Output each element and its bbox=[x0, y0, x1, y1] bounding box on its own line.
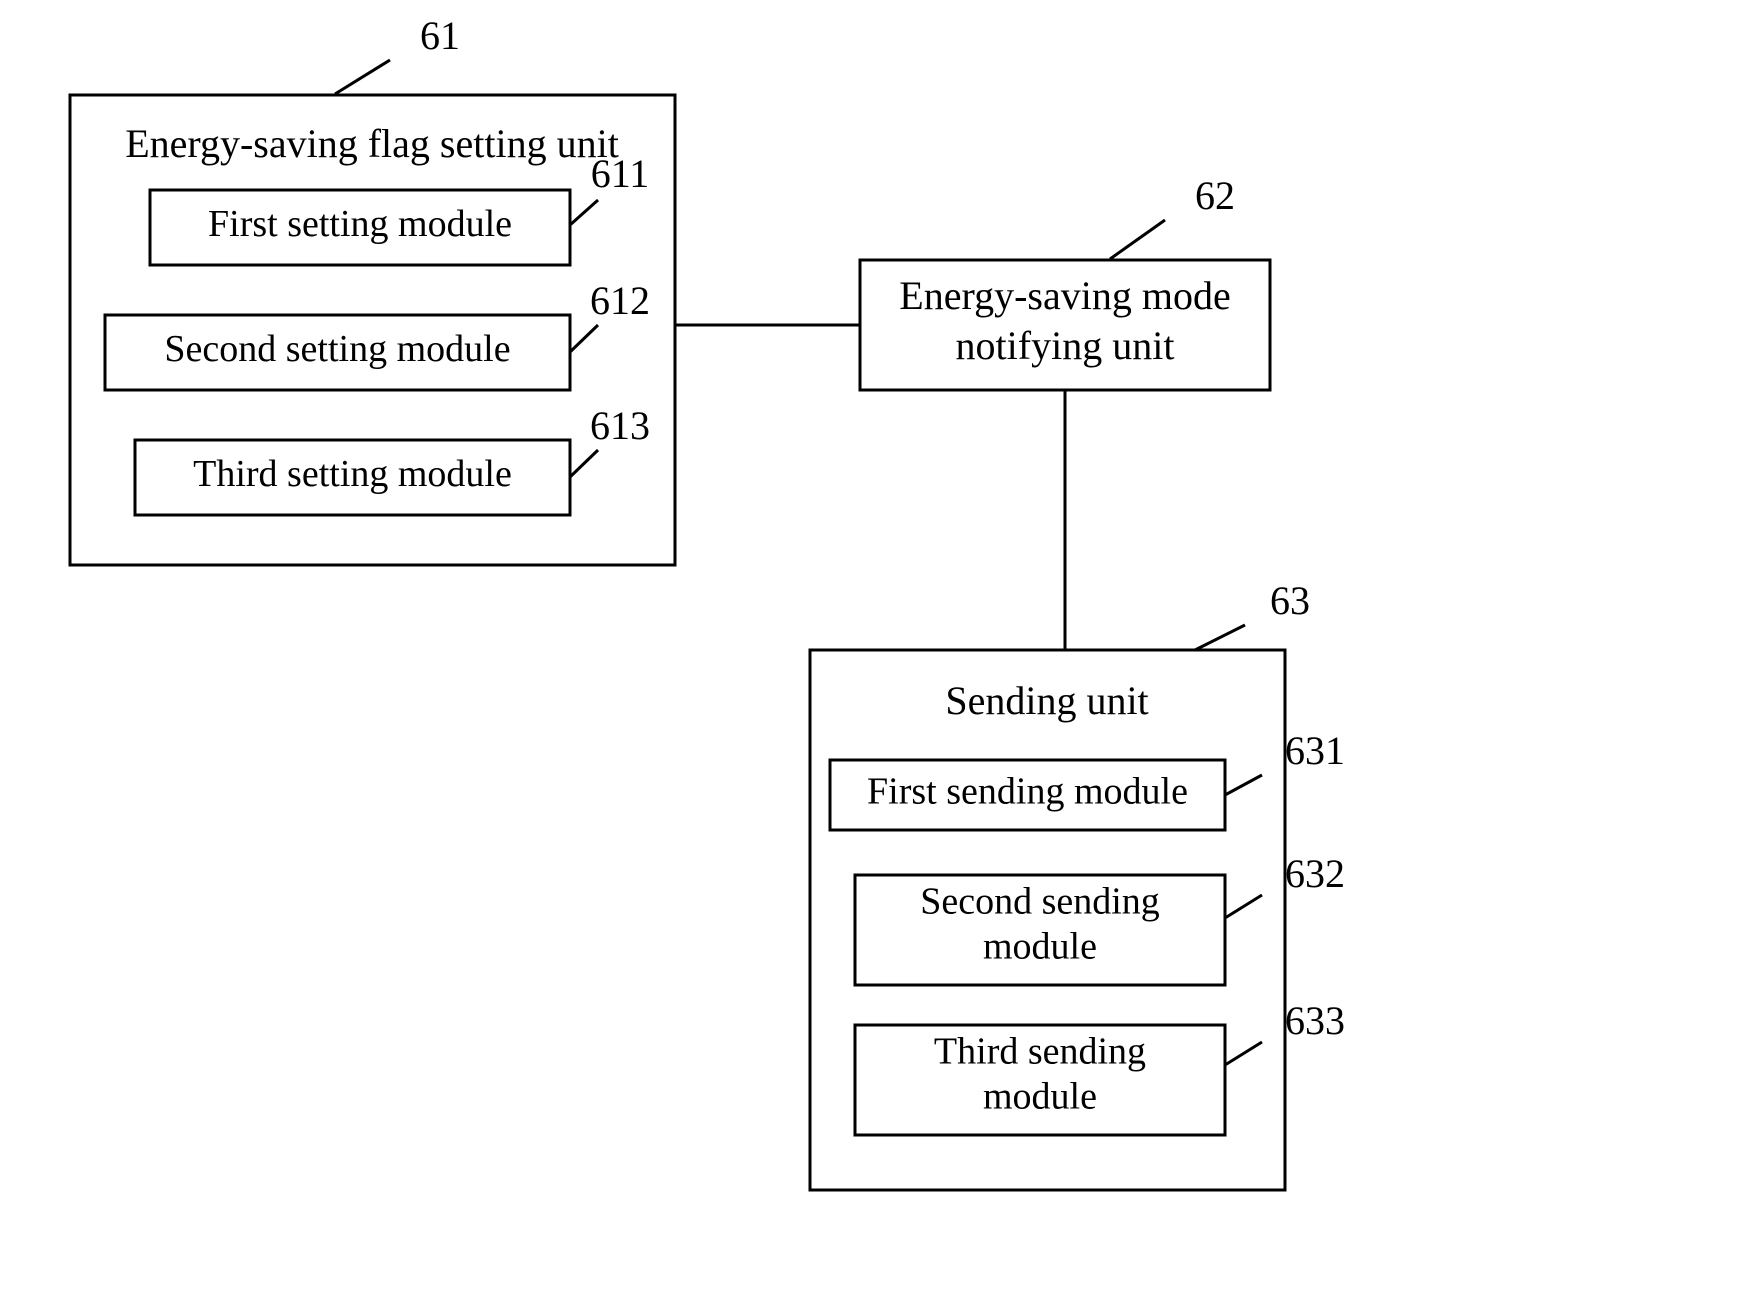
reference-number: 633 bbox=[1285, 998, 1345, 1043]
reference-leader bbox=[570, 325, 598, 352]
reference-number: 63 bbox=[1270, 578, 1310, 623]
reference-number: 61 bbox=[420, 13, 460, 58]
reference-leader bbox=[570, 200, 598, 225]
reference-number: 613 bbox=[590, 403, 650, 448]
module-613-label: Third setting module bbox=[193, 453, 512, 495]
unit-62-title-line2: notifying unit bbox=[956, 323, 1175, 368]
module-633-label-line2: module bbox=[983, 1076, 1097, 1118]
reference-leader bbox=[1225, 895, 1262, 918]
unit-63-title: Sending unit bbox=[945, 678, 1148, 723]
reference-number: 612 bbox=[590, 278, 650, 323]
block-diagram: Energy-saving flag setting unit 61 First s… bbox=[0, 0, 1755, 1313]
reference-leader bbox=[570, 450, 598, 477]
reference-leader bbox=[1195, 625, 1245, 650]
unit-62-title-line1: Energy-saving mode bbox=[899, 273, 1230, 318]
reference-number: 632 bbox=[1285, 851, 1345, 896]
module-611-label: First setting module bbox=[208, 203, 512, 245]
reference-leader bbox=[1225, 775, 1262, 795]
reference-number: 62 bbox=[1195, 173, 1235, 218]
module-633-label-line1: Third sending bbox=[934, 1031, 1146, 1073]
module-632-label-line1: Second sending bbox=[920, 881, 1160, 923]
reference-leader bbox=[335, 60, 390, 94]
module-632-label-line2: module bbox=[983, 926, 1097, 968]
reference-leader bbox=[1225, 1042, 1262, 1065]
unit-61-title: Energy-saving flag setting unit bbox=[125, 121, 619, 166]
reference-leader bbox=[1110, 220, 1165, 259]
module-612-label: Second setting module bbox=[164, 328, 510, 370]
reference-number: 631 bbox=[1285, 728, 1345, 773]
module-631-label: First sending module bbox=[867, 771, 1188, 813]
reference-number: 611 bbox=[591, 151, 650, 196]
